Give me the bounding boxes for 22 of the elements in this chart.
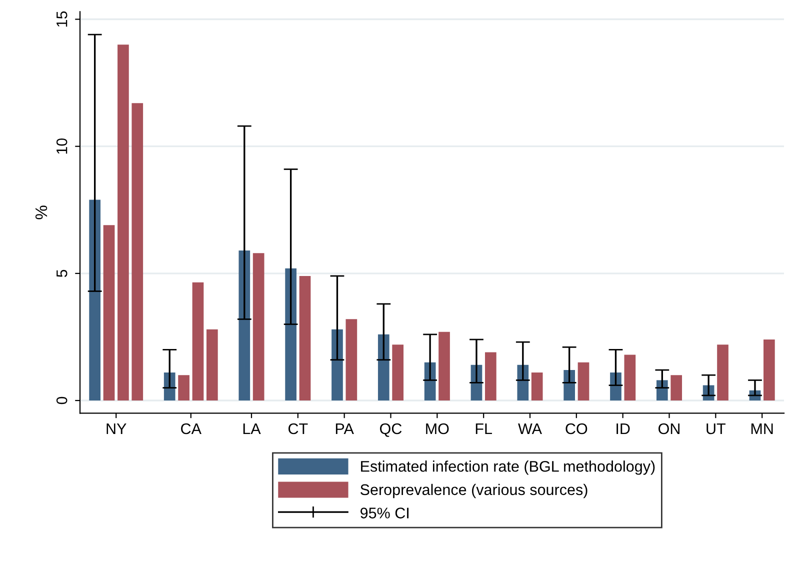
x-tick-label: ID (616, 424, 630, 434)
legend-label: Estimated infection rate (BGL methodology) (361, 460, 655, 475)
y-tick-label: 15 (56, 11, 68, 27)
x-tick-label: CO (566, 423, 588, 434)
x-tick-label: CA (181, 423, 202, 434)
x-tick-label: MO (426, 423, 449, 434)
x-tick-label: ON (658, 423, 680, 434)
x-tick-label: UT (706, 424, 726, 434)
legend-label: Seroprevalence (various sources) (360, 484, 588, 498)
y-tick-label: 10 (56, 138, 68, 154)
y-axis-title: % (35, 206, 48, 220)
x-tick-label: CT (288, 423, 308, 434)
x-tick-label: QC (380, 423, 402, 437)
x-tick-label: FL (476, 424, 492, 434)
x-tick-label: NY (106, 424, 126, 434)
text: 95% CI (360, 508, 408, 518)
y-tick-label: 5 (56, 270, 68, 278)
x-tick-label: LA (243, 424, 261, 434)
x-tick-label: PA (336, 424, 354, 434)
y-tick-label: 0 (56, 396, 68, 404)
x-tick-label: WA (518, 424, 542, 434)
x-tick-label: MN (751, 424, 773, 434)
